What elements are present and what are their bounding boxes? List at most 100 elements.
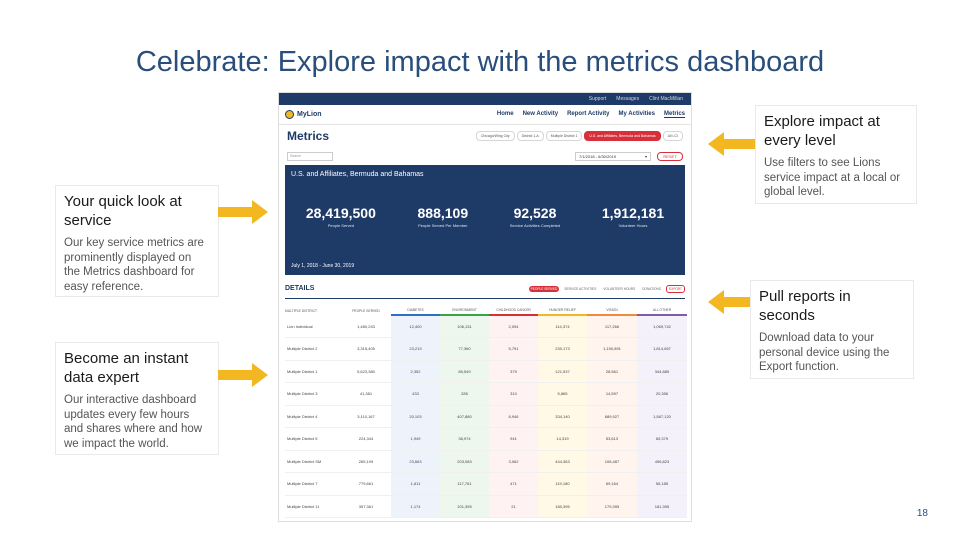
district-name-cell: Multiple District 2 [285,337,341,361]
tab-all-lci[interactable]: All LCI [662,131,683,141]
table-cell: 779,661 [341,472,391,496]
table-cell: 357,361 [341,495,391,518]
filter-row: Search 7/1/2018 - 6/30/2019 ▾ RESET [279,147,691,165]
table-cell: 1,567,120 [637,405,687,428]
callout-data-expert: Become an instant data expert Our intera… [56,343,218,454]
tab-district[interactable]: District 1-A [516,131,544,141]
tab-donations[interactable]: DONATIONS [642,286,661,291]
district-name-cell: Multiple District 4 [285,405,341,428]
table-row: Multiple District 2 3,315,405 23,213 77,360… [285,337,687,361]
reset-button[interactable]: RESET [657,151,683,161]
district-name-cell: Multiple District 7 [285,472,341,496]
column-header[interactable]: VISION [587,299,637,316]
district-name-cell: Multiple District 11 [285,495,341,518]
column-header[interactable]: ALL OTHER [637,299,687,316]
callout-explore-impact-heading: Explore impact at every level [764,113,880,149]
table-row: Multiple District 4 3,110,167 20,103 407,88… [285,405,687,428]
table-cell: 53,613 [587,427,637,451]
tab-multiple-district[interactable]: Multiple District 1 [545,131,583,141]
search-input[interactable]: Search [287,151,333,161]
stat-volunteer-hours: 1,912,181 Volunteer Hours [602,205,664,228]
table-cell: 5,623,380 [341,360,391,383]
date-range-value: 7/1/2018 - 6/30/2019 [579,153,616,159]
column-header[interactable]: ENVIRONMENT [440,299,489,316]
column-header[interactable]: HUNGER RELIEF [538,299,587,316]
tab-constitutional-area[interactable]: U.S. and Affiliates, Bermuda and Bahamas [584,131,661,141]
support-link[interactable]: Support [588,96,607,102]
table-cell: 689,927 [587,405,637,428]
nav-metrics[interactable]: Metrics [663,111,685,118]
column-header[interactable]: MULTIPLE DISTRICT [285,309,317,313]
arrow-right-icon [218,200,268,224]
table-cell: 203,083 [440,450,489,473]
table-cell: 106,487 [587,450,637,473]
user-menu[interactable]: Clint MacMillan [649,96,683,102]
metrics-header: Metrics Chicago/Wing City District 1-A M… [279,125,691,147]
table-cell: 1,150,891 [587,337,637,361]
nav-new-activity[interactable]: New Activity [522,111,559,117]
table-cell: 285 [440,382,489,406]
table-cell: 2,352 [391,360,440,383]
tab-club[interactable]: Chicago/Wing City [475,131,515,141]
export-button[interactable]: EXPORT [665,284,685,293]
mylion-logo[interactable]: MyLion [285,110,322,119]
date-range-select[interactable]: 7/1/2018 - 6/30/2019 ▾ [575,151,651,161]
table-cell: 106,131 [440,315,489,338]
table-cell: 496,823 [637,450,687,473]
table-cell: 444,363 [538,450,587,473]
table-cell: 1,069,742 [637,315,687,338]
tab-volunteer-hours[interactable]: VOLUNTEER HOURS [603,286,636,291]
tab-service-activities[interactable]: SERVICE ACTIVITIES [564,286,597,291]
column-header[interactable]: DIABETES [391,299,440,316]
column-header[interactable]: CHILDHOOD CANCER [489,299,538,316]
table-cell: 407,880 [440,405,489,428]
district-name-cell: Multiple District 3 [285,382,341,406]
table-cell: 230,173 [538,337,587,361]
table-row: Multiple District 11 357,361 1,174 101,395 2… [285,495,687,518]
callout-pull-reports-heading: Pull reports in seconds [759,288,851,324]
messages-link[interactable]: Messages [616,96,640,102]
summary-banner: U.S. and Affiliates, Bermuda and Bahamas… [285,165,685,275]
nav-home[interactable]: Home [496,111,514,117]
table-cell: 224,344 [341,427,391,451]
table-header-row: MULTIPLE DISTRICT PEOPLE SERVED DIABETES… [285,299,687,316]
stat-value: 888,109 [417,205,469,221]
metrics-dashboard-screenshot: Support Messages Clint MacMillan MyLion … [278,92,692,522]
callout-pull-reports: Pull reports in seconds Download data to… [751,281,913,378]
table-row: Multiple District 5 224,344 1,949 38,974 941… [285,427,687,451]
callout-quick-look: Your quick look at service Our key servi… [56,186,218,296]
table-cell: 119,180 [538,472,587,496]
table-cell: 23,213 [391,337,440,361]
table-cell: 181,395 [637,495,687,518]
nav-my-activities[interactable]: My Activities [618,111,655,117]
banner-date-range: July 1, 2018 - June 30, 2019 [291,263,355,269]
details-title: DETAILS [285,285,315,292]
banner-region-title: U.S. and Affiliates, Bermuda and Bahamas [291,171,424,178]
nav-report-activity[interactable]: Report Activity [567,111,610,117]
table-cell: 14,319 [538,427,587,451]
table-cell: 55,185 [637,472,687,496]
callout-explore-impact: Explore impact at every level Use filter… [756,106,916,203]
table-cell: 8,946 [489,405,538,428]
table-cell: 433 [391,382,440,406]
table-cell: 3,315,405 [341,337,391,361]
table-cell: 1,611 [391,472,440,496]
tab-people-served[interactable]: PEOPLE SERVED [528,285,560,292]
table-cell: 5,791 [489,337,538,361]
geography-tabs: Chicago/Wing City District 1-A Multiple … [475,131,683,141]
details-table: MULTIPLE DISTRICT PEOPLE SERVED DIABETES… [285,299,687,518]
table-cell: 69,164 [587,472,637,496]
table-cell: 3,110,167 [341,405,391,428]
table-row: Multiple District 1 5,623,380 2,352 85,549 3… [285,360,687,383]
stat-service-activities: 92,528 Service Activities Completed [510,205,560,228]
column-header[interactable]: PEOPLE SERVED [352,309,380,313]
arrow-right-icon [218,363,268,387]
table-cell: 14,597 [587,382,637,406]
callout-quick-look-heading: Your quick look at service [64,193,182,229]
details-header: DETAILS PEOPLE SERVED SERVICE ACTIVITIES… [285,279,685,299]
table-cell: 1,480,243 [341,315,391,338]
details-tabs: PEOPLE SERVED SERVICE ACTIVITIES VOLUNTE… [528,284,685,293]
district-name-cell: Multiple District 5 [285,427,341,451]
table-cell: 20,356 [637,382,687,406]
table-cell: 23,663 [391,450,440,473]
